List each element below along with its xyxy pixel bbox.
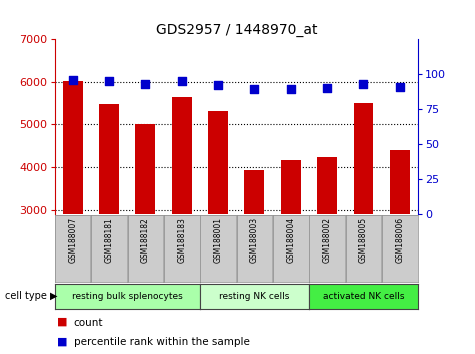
Point	[287, 87, 294, 92]
Point	[214, 82, 222, 88]
Text: GSM188005: GSM188005	[359, 217, 368, 263]
Bar	[208, 111, 228, 214]
Bar	[135, 124, 155, 214]
Bar	[390, 150, 410, 214]
Point	[323, 85, 331, 91]
Text: GSM188183: GSM188183	[177, 217, 186, 263]
Bar	[245, 170, 265, 214]
Point	[178, 78, 186, 84]
Text: activated NK cells: activated NK cells	[323, 292, 404, 301]
Point	[142, 81, 149, 87]
Point	[251, 87, 258, 92]
Text: GSM188181: GSM188181	[104, 217, 114, 263]
Bar	[172, 97, 192, 214]
Point	[105, 78, 113, 84]
Text: GSM188004: GSM188004	[286, 217, 295, 263]
Point	[69, 77, 76, 82]
Text: GSM188006: GSM188006	[395, 217, 404, 263]
Text: ■: ■	[57, 336, 67, 346]
Text: GSM188182: GSM188182	[141, 217, 150, 263]
Text: resting bulk splenocytes: resting bulk splenocytes	[72, 292, 183, 301]
Bar	[281, 160, 301, 214]
Bar	[353, 103, 373, 214]
Text: GSM188007: GSM188007	[68, 217, 77, 263]
Text: percentile rank within the sample: percentile rank within the sample	[74, 337, 249, 347]
Point	[396, 84, 404, 90]
Text: resting NK cells: resting NK cells	[219, 292, 290, 301]
Text: GSM188003: GSM188003	[250, 217, 259, 263]
Title: GDS2957 / 1448970_at: GDS2957 / 1448970_at	[156, 23, 317, 36]
Text: cell type ▶: cell type ▶	[5, 291, 57, 302]
Text: GSM188001: GSM188001	[214, 217, 223, 263]
Bar	[99, 104, 119, 214]
Point	[360, 81, 367, 87]
Text: GSM188002: GSM188002	[323, 217, 332, 263]
Bar	[63, 81, 83, 214]
Bar	[317, 157, 337, 214]
Text: count: count	[74, 318, 103, 328]
Text: ■: ■	[57, 317, 67, 327]
